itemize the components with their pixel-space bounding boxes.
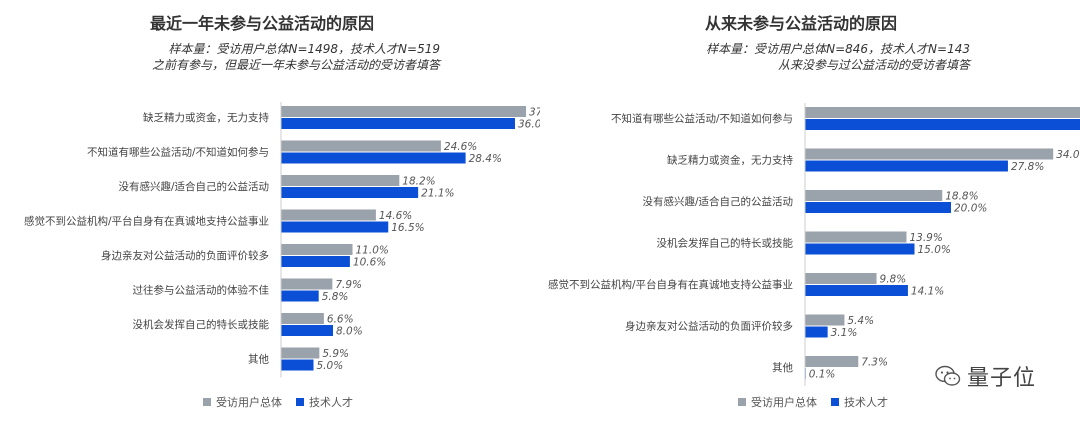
- category-label: 身边亲友对公益活动的负面评价较多: [101, 249, 269, 262]
- legend-swatch-overall: [738, 398, 746, 406]
- legend-item-overall: 受访用户总体: [203, 394, 282, 410]
- category-label: 过往参与公益活动的体验不佳: [133, 284, 270, 297]
- bar-overall: [805, 231, 907, 243]
- data-label: 5.9%: [322, 348, 349, 360]
- bar-tech: [281, 290, 319, 302]
- category-label: 感觉不到公益机构/平台自身有在真诚地支持公益事业: [24, 215, 269, 228]
- data-label: 16.5%: [391, 222, 424, 234]
- bar-overall: [281, 278, 333, 290]
- category-label: 其他: [248, 353, 269, 366]
- data-label: 3.1%: [831, 327, 858, 339]
- left-bar-chart: 缺乏精力或资金，无力支持 37.7%36.0% 不知道有哪些公益活动/不知道如何参与…: [24, 102, 540, 378]
- data-label: 20.0%: [954, 203, 987, 215]
- data-label: 27.8%: [1011, 161, 1044, 173]
- legend-item-tech: 技术人才: [296, 394, 353, 410]
- bar-overall: [281, 175, 400, 186]
- bar-tech: [805, 326, 828, 338]
- category-label: 身边亲友对公益活动的负面评价较多: [625, 320, 793, 333]
- data-label: 21.1%: [421, 188, 454, 200]
- data-label: 6.6%: [327, 314, 354, 326]
- bar-overall: [805, 273, 877, 284]
- legend-item-overall: 受访用户总体: [738, 394, 817, 410]
- data-label: 5.4%: [847, 315, 874, 327]
- bar-tech: [281, 118, 515, 129]
- bar-tech: [805, 243, 915, 255]
- bar-overall: [281, 244, 353, 255]
- data-label: 14.1%: [911, 286, 944, 298]
- category-label: 缺乏精力或资金，无力支持: [143, 111, 269, 124]
- category-label: 不知道有哪些公益活动/不知道如何参与: [87, 146, 269, 159]
- chart-subtitle-sample: 样本量：受访用户总体N=1498，技术人才N=519: [168, 42, 440, 56]
- right-bar-chart: 不知道有哪些公益活动/不知道如何参与38.4%48.1%缺乏精力或资金，无力支持…: [548, 103, 1080, 386]
- data-label: 7.3%: [861, 357, 888, 369]
- data-label: 15.0%: [918, 244, 951, 256]
- data-label: 5.8%: [322, 291, 349, 303]
- chart-subtitle-sample: 样本量：受访用户总体N=846，技术人才N=143: [706, 42, 970, 56]
- category-label: 其他: [772, 361, 793, 374]
- data-label: 36.0%: [518, 119, 540, 131]
- bar-tech: [281, 221, 389, 233]
- chart-title: 最近一年未参与公益活动的原因: [150, 14, 375, 33]
- legend-swatch-tech: [296, 398, 304, 406]
- bar-overall: [281, 347, 320, 359]
- bar-overall: [281, 313, 324, 324]
- data-label: 9.8%: [880, 274, 907, 286]
- legend-label-tech: 技术人才: [309, 396, 353, 409]
- bar-overall: [281, 106, 527, 117]
- bar-overall: [805, 356, 859, 367]
- bar-tech: [805, 160, 1008, 172]
- category-label: 没机会发挥自己的特长或技能: [133, 318, 270, 331]
- data-label: 0.1%: [809, 369, 836, 381]
- legend-label-tech: 技术人才: [844, 396, 888, 409]
- legend-swatch-overall: [203, 398, 211, 406]
- data-label: 5.0%: [317, 360, 344, 372]
- left-chart-panel: 最近一年未参与公益活动的原因 样本量：受访用户总体N=1498，技术人才N=51…: [24, 14, 540, 410]
- bar-tech: [281, 152, 466, 164]
- category-label: 不知道有哪些公益活动/不知道如何参与: [611, 112, 793, 125]
- bar-tech: [805, 202, 951, 213]
- bar-tech: [805, 285, 908, 296]
- data-label: 24.6%: [444, 141, 477, 153]
- legend-item-tech: 技术人才: [831, 394, 888, 410]
- category-label: 感觉不到公益机构/平台自身有在真诚地支持公益事业: [548, 278, 793, 291]
- bar-tech: [281, 256, 350, 267]
- bar-tech: [281, 359, 314, 371]
- wechat-icon: [935, 365, 961, 386]
- bar-overall: [805, 107, 1080, 118]
- bar-tech: [281, 325, 333, 336]
- data-label: 37.7%: [529, 107, 540, 119]
- data-label: 14.6%: [379, 210, 412, 222]
- data-label: 18.8%: [945, 191, 978, 203]
- data-label: 11.0%: [356, 245, 389, 257]
- watermark-text: 量子位: [967, 366, 1037, 391]
- data-label: 8.0%: [336, 326, 363, 338]
- bar-overall: [805, 190, 943, 201]
- bar-overall: [281, 140, 441, 152]
- chart-subtitle-note: 之前有参与，但最近一年未参与公益活动的受访者填答: [151, 58, 440, 72]
- data-label: 28.4%: [469, 153, 502, 165]
- category-label: 没机会发挥自己的特长或技能: [657, 237, 794, 250]
- watermark: 量子位: [935, 360, 1036, 392]
- chart-legend: 受访用户总体 技术人才: [738, 394, 902, 410]
- category-label: 没有感兴趣/适合自己的公益活动: [118, 180, 269, 193]
- bar-tech: [281, 187, 419, 198]
- legend-label-overall: 受访用户总体: [751, 396, 817, 409]
- chart-legend: 受访用户总体 技术人才: [203, 394, 367, 410]
- data-label: 34.0%: [1056, 149, 1080, 161]
- chart-title: 从来未参与公益活动的原因: [705, 14, 898, 33]
- legend-label-overall: 受访用户总体: [216, 396, 282, 409]
- legend-swatch-tech: [831, 398, 839, 406]
- data-label: 10.6%: [353, 257, 386, 269]
- chart-subtitle-note: 从来没参与过公益活动的受访者填答: [777, 58, 970, 72]
- data-label: 7.9%: [335, 279, 362, 291]
- category-label: 没有感兴趣/适合自己的公益活动: [642, 195, 793, 208]
- category-label: 缺乏精力或资金，无力支持: [667, 154, 793, 167]
- data-label: 13.9%: [909, 232, 942, 244]
- bar-tech: [805, 119, 1080, 130]
- bar-overall: [805, 314, 845, 326]
- bar-overall: [281, 209, 376, 221]
- bar-overall: [805, 148, 1054, 160]
- right-chart-panel: 从来未参与公益活动的原因 样本量：受访用户总体N=846，技术人才N=143 从…: [540, 0, 1080, 423]
- data-label: 18.2%: [402, 176, 435, 188]
